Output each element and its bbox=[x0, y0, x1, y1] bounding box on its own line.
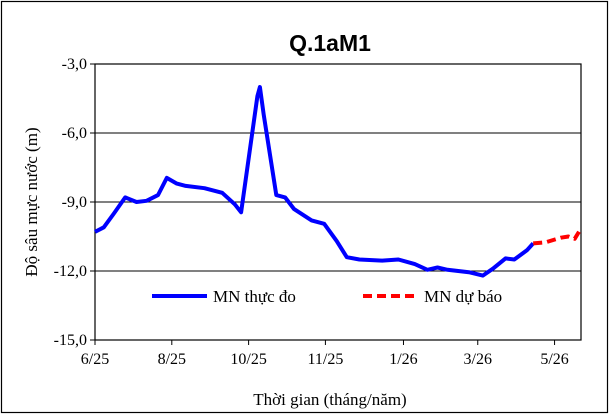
series-layer bbox=[94, 85, 583, 278]
x-tick-label: 3/26 bbox=[464, 351, 492, 368]
y-tick-label: -15,0 bbox=[54, 332, 87, 349]
legend: MN thực đo MN dự báo bbox=[152, 287, 502, 306]
x-tick-labels: 6/25 8/25 10/25 11/25 1/26 3/26 5/26 bbox=[81, 351, 569, 368]
y-tick-label: -6,0 bbox=[62, 125, 87, 142]
y-tick-label: -3,0 bbox=[62, 56, 87, 73]
x-axis-label: Thời gian (tháng/năm) bbox=[253, 390, 406, 409]
x-tick-label: 11/25 bbox=[307, 351, 343, 368]
x-tick-label: 10/25 bbox=[230, 351, 266, 368]
plot-area-border bbox=[94, 63, 582, 341]
y-tick-labels: -3,0 -6,0 -9,0 -12,0 -15,0 bbox=[54, 56, 87, 349]
series-line-forecast bbox=[533, 227, 583, 246]
x-tick-label: 1/26 bbox=[389, 351, 417, 368]
chart-title: Q.1aM1 bbox=[289, 30, 371, 56]
legend-forecast-label: MN dự báo bbox=[424, 287, 502, 306]
x-tick-label: 8/25 bbox=[158, 351, 186, 368]
legend-observed-label: MN thực đo bbox=[213, 287, 296, 306]
y-axis-label: Độ sâu mực nước (m) bbox=[22, 127, 41, 276]
y-tick-label: -9,0 bbox=[62, 194, 87, 211]
series-line-observed bbox=[94, 85, 535, 278]
x-tick-label: 5/26 bbox=[540, 351, 568, 368]
x-tick-label: 6/25 bbox=[81, 351, 109, 368]
y-tick-label: -12,0 bbox=[54, 263, 87, 280]
